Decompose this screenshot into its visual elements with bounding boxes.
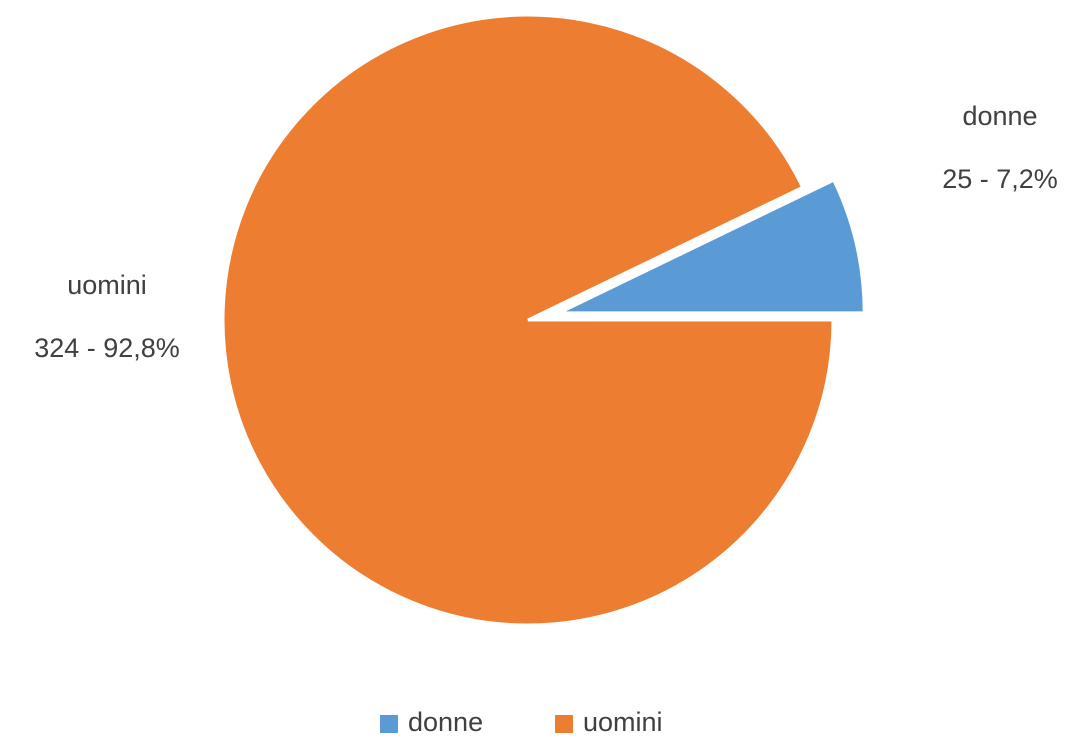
pie-slice bbox=[221, 13, 835, 627]
slice-value-label: 25 - 7,2% bbox=[942, 164, 1058, 194]
slice-category-label: uomini bbox=[67, 270, 147, 300]
legend-label: donne bbox=[408, 707, 483, 737]
legend-swatch bbox=[380, 715, 398, 733]
legend-swatch bbox=[555, 715, 573, 733]
pie-slice bbox=[558, 178, 866, 315]
slice-category-label: donne bbox=[962, 101, 1037, 131]
legend-label: uomini bbox=[583, 707, 663, 737]
slice-value-label: 324 - 92,8% bbox=[34, 333, 180, 363]
